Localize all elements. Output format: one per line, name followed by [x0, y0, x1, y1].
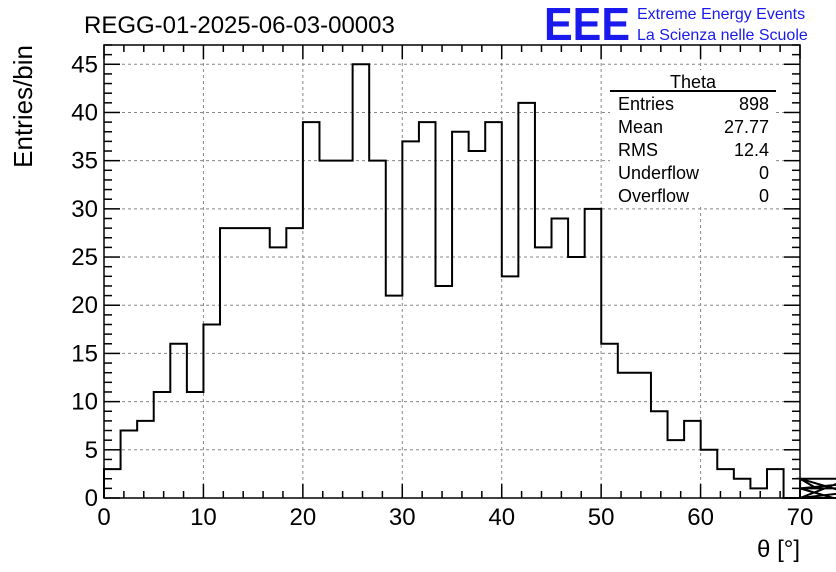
- y-tick-label: 30: [71, 196, 98, 223]
- stats-row-label: RMS: [618, 140, 658, 160]
- x-axis-label: θ [°]: [757, 536, 800, 563]
- chart-title: REGG-01-2025-06-03-00003: [84, 12, 395, 39]
- x-tick-label: 50: [588, 504, 615, 531]
- y-axis-label: Entries/bin: [8, 45, 38, 168]
- y-axis-ticks: 0 5 10 15 20 25 30 35 40 45: [71, 44, 800, 512]
- y-tick-label: 45: [71, 51, 98, 78]
- plot-frame: [103, 44, 801, 499]
- x-axis-ticks: 0 10 20 30 40 50 60 70: [97, 45, 813, 531]
- y-tick-label: 15: [71, 340, 98, 367]
- stats-row-label: Entries: [618, 94, 674, 114]
- x-tick-label: 40: [488, 504, 515, 531]
- y-tick-label: 35: [71, 148, 98, 175]
- x-tick-label: 70: [787, 504, 814, 531]
- y-tick-label: 40: [71, 99, 98, 126]
- stats-title: Theta: [670, 72, 717, 92]
- logo-mark: EEE: [544, 0, 630, 50]
- logo-line1: Extreme Energy Events: [637, 6, 805, 23]
- stats-row-value: 12.4: [734, 140, 769, 160]
- x-tick-label: 20: [290, 504, 317, 531]
- y-tick-label: 25: [71, 244, 98, 271]
- stats-row-value: 27.77: [724, 117, 769, 137]
- stats-row-label: Mean: [618, 117, 663, 137]
- logo-line2: La Scienza nelle Scuole: [637, 27, 808, 44]
- stats-row-label: Underflow: [618, 163, 700, 183]
- x-tick-label: 60: [687, 504, 714, 531]
- x-tick-label: 10: [190, 504, 217, 531]
- y-tick-label: 10: [71, 389, 98, 416]
- y-tick-label: 0: [85, 485, 98, 512]
- histogram-outline: [103, 63, 836, 499]
- stats-row-value: 898: [739, 94, 769, 114]
- stats-row-value: 0: [759, 163, 769, 183]
- stats-row-label: Overflow: [618, 186, 690, 206]
- stats-box: Theta Entries 898 Mean 27.77 RMS 12.4 Underflo…: [610, 70, 776, 207]
- y-tick-label: 20: [71, 292, 98, 319]
- x-tick-label: 30: [389, 504, 416, 531]
- x-tick-label: 0: [97, 504, 110, 531]
- y-tick-label: 5: [85, 437, 98, 464]
- stats-row-value: 0: [759, 186, 769, 206]
- eee-logo: EEE Extreme Energy Events La Scienza nel…: [544, 0, 808, 50]
